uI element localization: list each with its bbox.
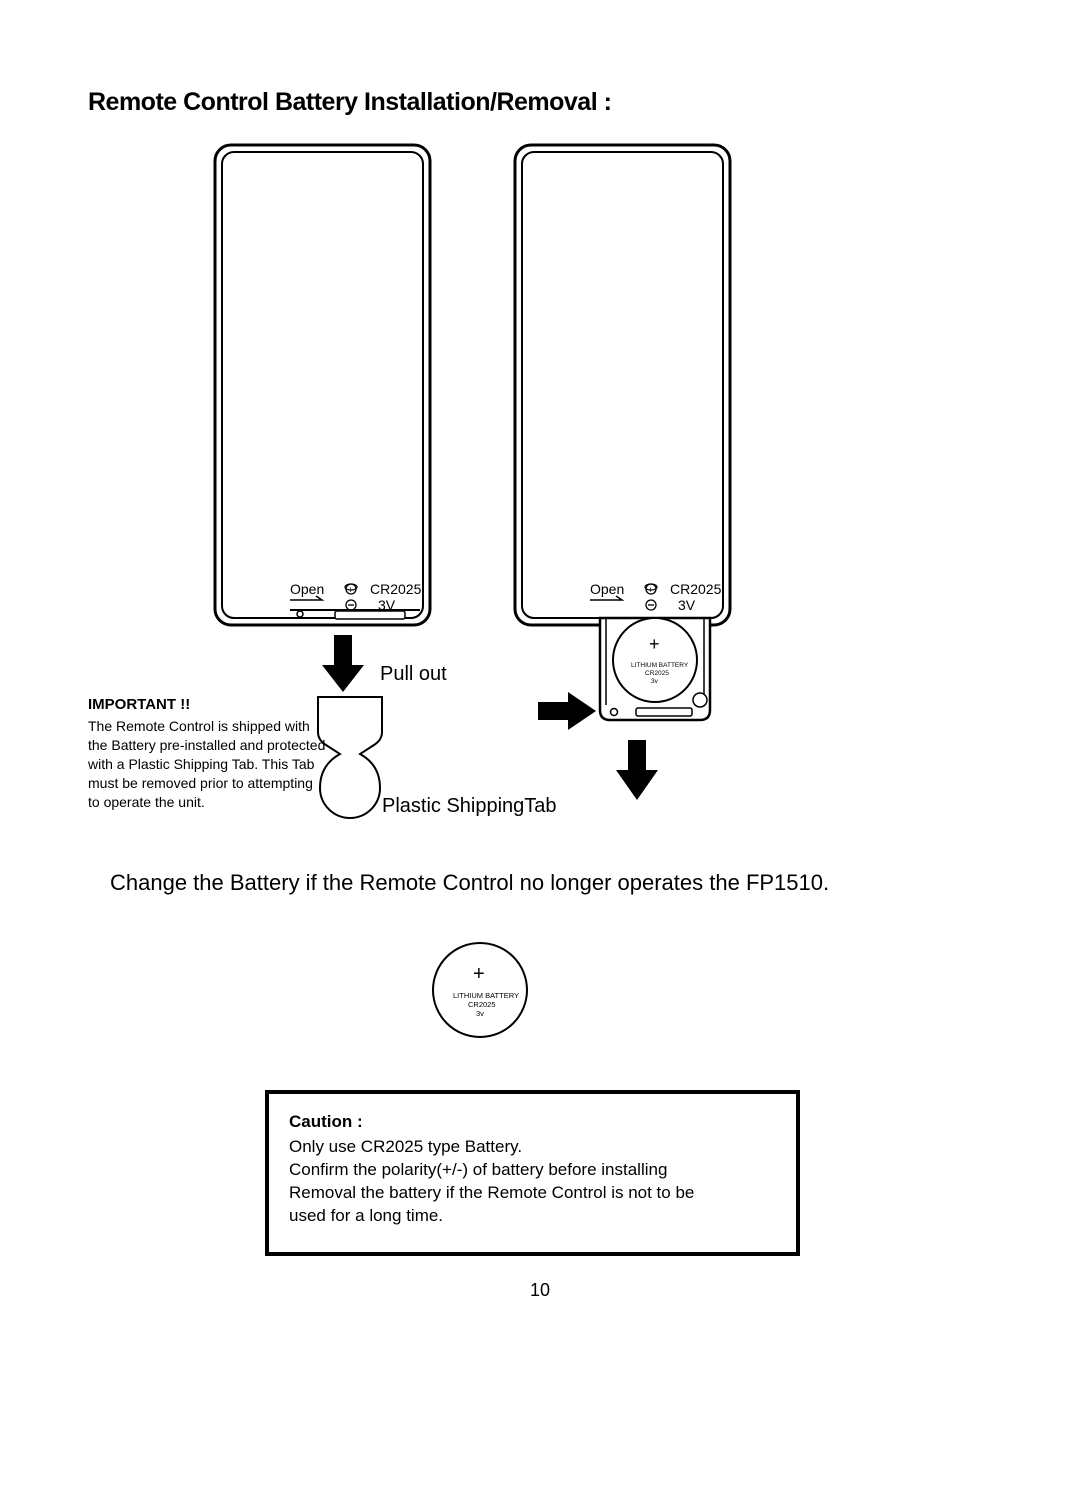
page-number: 10 <box>0 1280 1080 1301</box>
down-arrow-icon <box>616 740 658 800</box>
caution-line: used for a long time. <box>289 1205 778 1228</box>
solo-battery-plus: + <box>473 963 485 985</box>
pull-out-arrow: Pull out <box>322 635 447 692</box>
right-arrow-icon <box>538 692 596 730</box>
solo-battery-t1: LITHIUM BATTERY <box>453 991 519 1000</box>
important-line: to operate the unit. <box>88 793 328 812</box>
left-open-label: Open <box>290 581 324 597</box>
caution-heading: Caution : <box>289 1112 778 1132</box>
important-line: the Battery pre-installed and protected <box>88 736 328 755</box>
important-block: IMPORTANT !! The Remote Control is shipp… <box>88 695 328 812</box>
plastic-tab-label: Plastic ShippingTab <box>382 795 557 817</box>
caution-line: Confirm the polarity(+/-) of battery bef… <box>289 1159 778 1182</box>
important-heading: IMPORTANT !! <box>88 695 328 715</box>
left-volt-label: 3V <box>378 597 396 613</box>
change-battery-text: Change the Battery if the Remote Control… <box>110 870 829 896</box>
battery-tray: + LITHIUM BATTERY CR2025 3v <box>600 618 710 720</box>
plastic-tab-shape: Plastic ShippingTab <box>318 697 557 818</box>
right-open-label: Open <box>590 581 624 597</box>
right-batt-label: CR2025 <box>670 581 722 597</box>
tray-battery-plus: + <box>649 634 660 654</box>
tray-battery-t3: 3v <box>651 678 659 685</box>
right-volt-label: 3V <box>678 597 696 613</box>
important-line: with a Plastic Shipping Tab. This Tab <box>88 755 328 774</box>
solo-battery-t3: 3v <box>476 1009 484 1018</box>
important-line: must be removed prior to attempting <box>88 774 328 793</box>
remote-right: Open CR2025 3V + <box>515 145 730 625</box>
caution-line: Removal the battery if the Remote Contro… <box>289 1182 778 1205</box>
caution-body: Only use CR2025 type Battery. Confirm th… <box>289 1136 778 1228</box>
page-title: Remote Control Battery Installation/Remo… <box>88 88 611 117</box>
battery-solo: + LITHIUM BATTERY CR2025 3v <box>430 940 530 1040</box>
remote-left: Open CR2025 3V + <box>215 145 430 625</box>
solo-battery-t2: CR2025 <box>468 1000 496 1009</box>
caution-line: Only use CR2025 type Battery. <box>289 1136 778 1159</box>
left-batt-label: CR2025 <box>370 581 422 597</box>
caution-box: Caution : Only use CR2025 type Battery. … <box>265 1090 800 1256</box>
pull-out-label: Pull out <box>380 663 447 685</box>
page: Remote Control Battery Installation/Remo… <box>0 0 1080 1503</box>
important-line: The Remote Control is shipped with <box>88 717 328 736</box>
tray-battery-t1: LITHIUM BATTERY <box>631 662 689 669</box>
tray-battery-t2: CR2025 <box>645 670 669 677</box>
